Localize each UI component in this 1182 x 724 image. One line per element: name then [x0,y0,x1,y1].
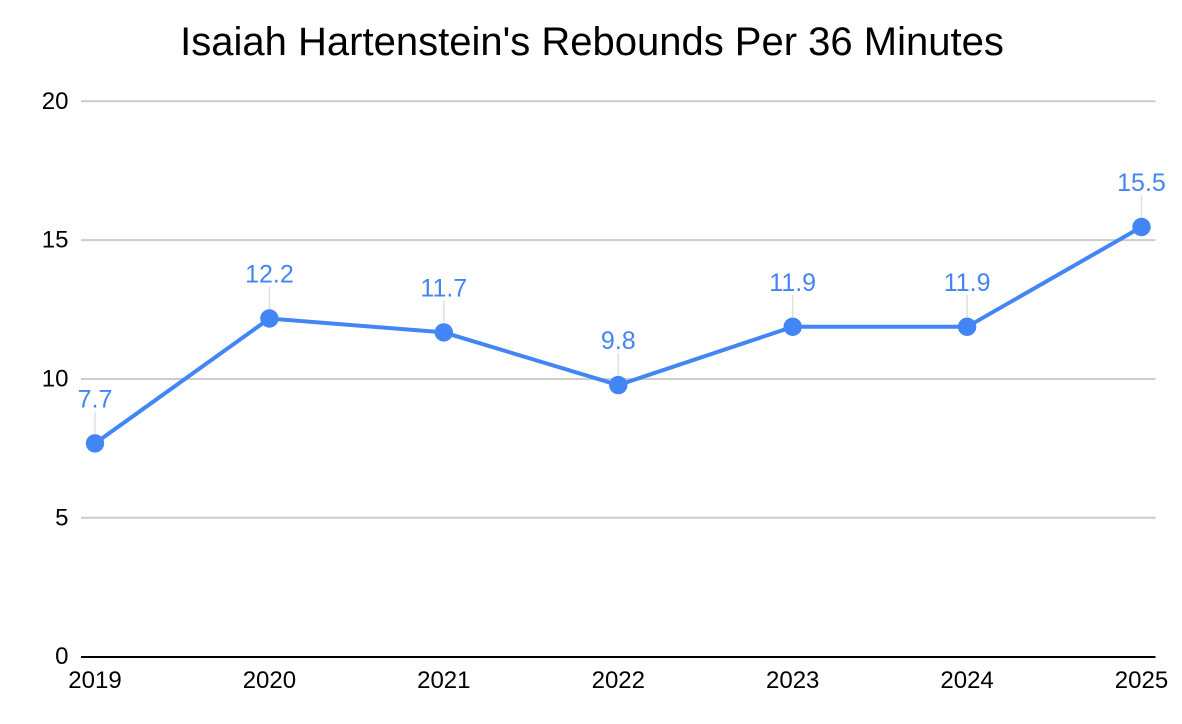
svg-text:7.7: 7.7 [78,385,113,413]
svg-text:20: 20 [42,88,69,115]
svg-text:15: 15 [42,227,69,254]
svg-text:15.5: 15.5 [1117,169,1166,197]
svg-text:2025: 2025 [1115,667,1168,694]
svg-text:11.7: 11.7 [420,274,467,302]
svg-text:11.9: 11.9 [769,269,816,297]
svg-text:2024: 2024 [940,667,993,694]
svg-text:2023: 2023 [766,667,819,694]
svg-text:9.8: 9.8 [601,327,636,355]
svg-text:2019: 2019 [68,667,121,694]
svg-text:10: 10 [42,366,69,393]
svg-text:Isaiah Hartenstein's Rebounds: Isaiah Hartenstein's Rebounds Per 36 Min… [180,20,1004,64]
svg-text:11.9: 11.9 [944,269,991,297]
svg-text:5: 5 [55,504,68,531]
svg-text:12.2: 12.2 [245,261,294,289]
svg-text:2022: 2022 [592,667,645,694]
svg-text:0: 0 [55,643,68,670]
svg-text:2021: 2021 [417,667,470,694]
svg-text:2020: 2020 [243,667,296,694]
